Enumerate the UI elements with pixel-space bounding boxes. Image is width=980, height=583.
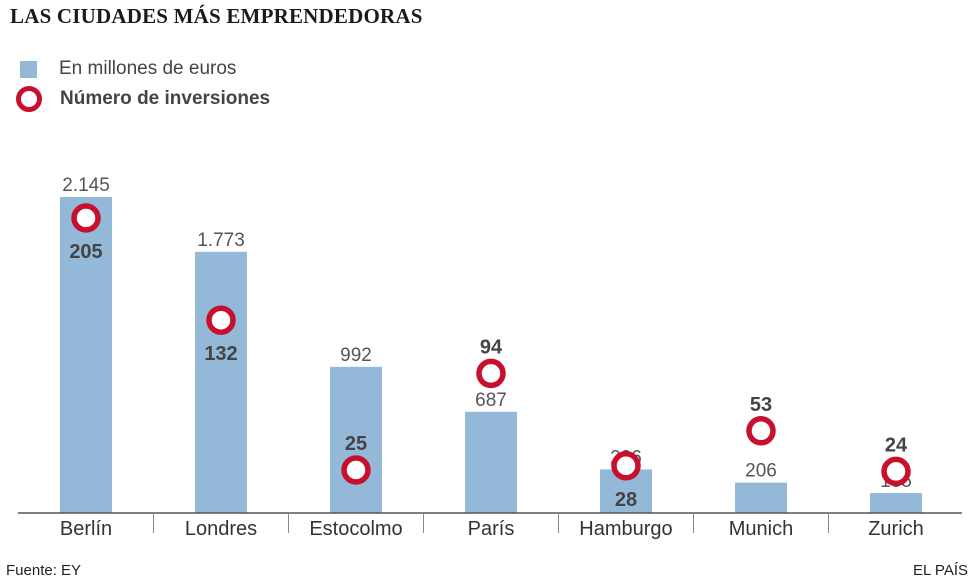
legend-count-label: Número de inversiones (60, 88, 271, 109)
amount-label: 2.145 (62, 175, 110, 196)
bar (870, 493, 922, 513)
bar (60, 197, 112, 513)
category-label: París (468, 518, 515, 540)
investment-ring (746, 416, 776, 446)
investment-ring (341, 455, 371, 485)
bar (735, 482, 787, 513)
count-label: 53 (750, 394, 772, 416)
legend-amount-label: En millones de euros (59, 58, 237, 79)
count-label: 94 (480, 336, 503, 358)
amount-label: 687 (475, 390, 507, 411)
investment-ring (476, 358, 506, 389)
bar (465, 411, 517, 513)
count-label: 25 (345, 433, 367, 455)
legend-amount: En millones de euros (20, 58, 236, 80)
category-label: Munich (729, 518, 793, 540)
count-label: 28 (615, 489, 637, 511)
bar (195, 251, 247, 513)
category-label: Zurich (868, 518, 924, 540)
investment-ring (71, 203, 101, 233)
source-note: Fuente: EY (6, 562, 82, 579)
brand-label: EL PAÍS (912, 562, 968, 579)
count-label: 24 (885, 434, 908, 456)
amount-label: 992 (340, 345, 372, 366)
investment-ring (611, 451, 641, 481)
amount-label: 1.773 (197, 230, 245, 251)
legend-count: Número de inversiones (16, 86, 271, 112)
investment-ring (881, 456, 911, 487)
category-label: Hamburgo (579, 518, 672, 540)
category-label: Estocolmo (309, 518, 402, 540)
investment-ring (206, 305, 236, 335)
category-label: Berlín (60, 518, 112, 540)
count-label: 205 (69, 241, 102, 263)
legend-bar-swatch (20, 60, 37, 78)
count-label: 132 (204, 343, 237, 365)
legend-ring-swatch (16, 86, 42, 112)
bar (330, 366, 382, 513)
chart-title: LAS CIUDADES MÁS EMPRENDEDORAS (10, 4, 423, 28)
amount-label: 206 (745, 461, 777, 482)
category-label: Londres (185, 518, 257, 540)
